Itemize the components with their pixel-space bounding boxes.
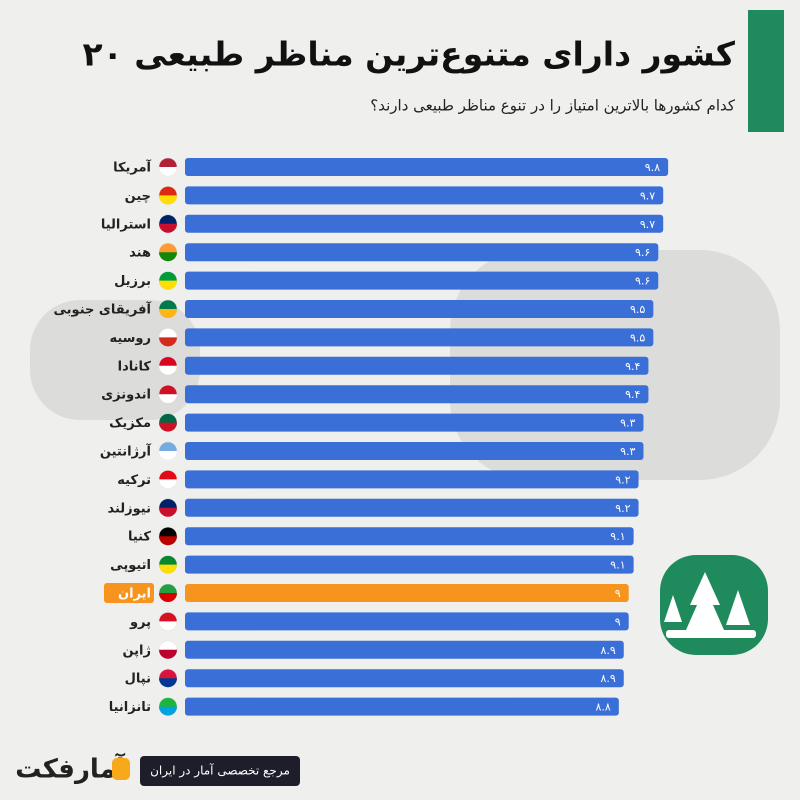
flag: [159, 394, 177, 404]
category-label: روسیه: [109, 331, 151, 346]
bar: [185, 356, 649, 375]
bar: [185, 697, 619, 716]
category-label: مکزیک: [109, 416, 151, 431]
value-label: ۹: [615, 615, 621, 628]
flag: [159, 593, 177, 602]
value-label: ۹.۱: [610, 530, 625, 543]
flag: [159, 252, 177, 262]
bar: [185, 442, 644, 460]
category-label: هند: [129, 246, 151, 261]
brand-mark: [112, 758, 130, 780]
bar: [185, 612, 629, 631]
category-label: آمریکا: [113, 159, 151, 176]
bar: [185, 243, 659, 262]
bar: [185, 555, 634, 574]
tree: [664, 595, 682, 622]
category-label: کنیا: [128, 530, 151, 545]
category-label: پرو: [129, 615, 151, 630]
flag: [159, 536, 177, 546]
flag: [159, 223, 177, 233]
flag: [159, 337, 177, 347]
flag: [159, 564, 177, 574]
ground: [666, 630, 756, 638]
value-label: ۹: [615, 587, 621, 600]
flag: [159, 678, 177, 688]
category-highlight: [104, 583, 154, 603]
value-label: ۹.۵: [630, 331, 645, 344]
value-label: ۸.۹: [600, 672, 615, 685]
bar: [185, 498, 639, 517]
value-label: ۹.۴: [625, 360, 640, 373]
bar: [185, 300, 654, 318]
bar: [185, 186, 664, 205]
category-label: اندونزی: [101, 388, 151, 403]
category-label: تانزانیا: [109, 700, 151, 715]
category-label: ایران: [118, 587, 151, 602]
watermark-shape: [30, 300, 200, 420]
category-label: کانادا: [118, 359, 152, 374]
flag: [159, 706, 177, 716]
category-label: آفریقای جنوبی: [54, 301, 152, 318]
category-label: برزیل: [114, 274, 151, 289]
category-label: چین: [125, 189, 151, 204]
value-label: ۹.۳: [620, 417, 635, 430]
flag: [159, 507, 177, 517]
value-label: ۹.۲: [615, 473, 630, 486]
flag: [159, 621, 177, 631]
category-label: نپال: [125, 672, 151, 687]
flag: [159, 451, 177, 460]
tree: [686, 572, 724, 630]
value-label: ۹.۲: [615, 502, 630, 515]
bar: [185, 470, 639, 489]
bar: [185, 640, 624, 659]
brand-logo: آمارفکت: [15, 753, 130, 785]
value-label: ۸.۸: [596, 701, 611, 714]
value-label: ۹.۶: [635, 246, 650, 259]
chart-subtitle: کدام کشورها بالاترین امتیاز را در تنوع م…: [370, 97, 736, 115]
flag: [159, 422, 177, 432]
accent-bar: [748, 10, 784, 132]
value-label: ۹.۷: [640, 218, 655, 231]
value-label: ۹.۱: [610, 559, 625, 572]
value-label: ۹.۵: [630, 303, 645, 316]
flag: [159, 479, 177, 489]
bar: [185, 328, 654, 347]
category-label: استرالیا: [101, 217, 151, 232]
category-label: ترکیه: [117, 473, 151, 488]
bar: [185, 669, 624, 688]
category-label: ژاپن: [122, 643, 151, 658]
value-label: ۸.۹: [600, 644, 615, 657]
bar: [185, 584, 629, 602]
brand-name: آمارفکت: [15, 753, 125, 785]
flag: [159, 365, 177, 375]
footer-box: [140, 756, 300, 786]
tree: [726, 590, 750, 625]
value-label: ۹.۳: [620, 445, 635, 458]
bar: [185, 271, 659, 290]
flag: [159, 649, 177, 659]
flag: [159, 195, 177, 205]
tree-icon: [660, 555, 768, 655]
value-label: ۹.۷: [640, 189, 655, 202]
category-label: اتیوپی: [110, 558, 151, 573]
bar: [185, 527, 634, 546]
bar: [185, 158, 669, 176]
chart-title: ۲۰ کشور دارای متنوع‌ترین مناظر طبیعی: [82, 35, 735, 75]
footer-text: مرجع تخصصی آمار در ایران: [150, 763, 290, 779]
bar: [185, 385, 649, 404]
flag: [159, 280, 177, 290]
bar: [185, 413, 644, 432]
flag: [159, 309, 177, 318]
category-label: نیوزلند: [107, 501, 151, 516]
flag: [159, 167, 177, 176]
value-label: ۹.۶: [635, 275, 650, 288]
value-label: ۹.۴: [625, 388, 640, 401]
category-label: آرژانتین: [100, 443, 152, 460]
value-label: ۹.۸: [645, 161, 660, 174]
bar: [185, 214, 664, 233]
